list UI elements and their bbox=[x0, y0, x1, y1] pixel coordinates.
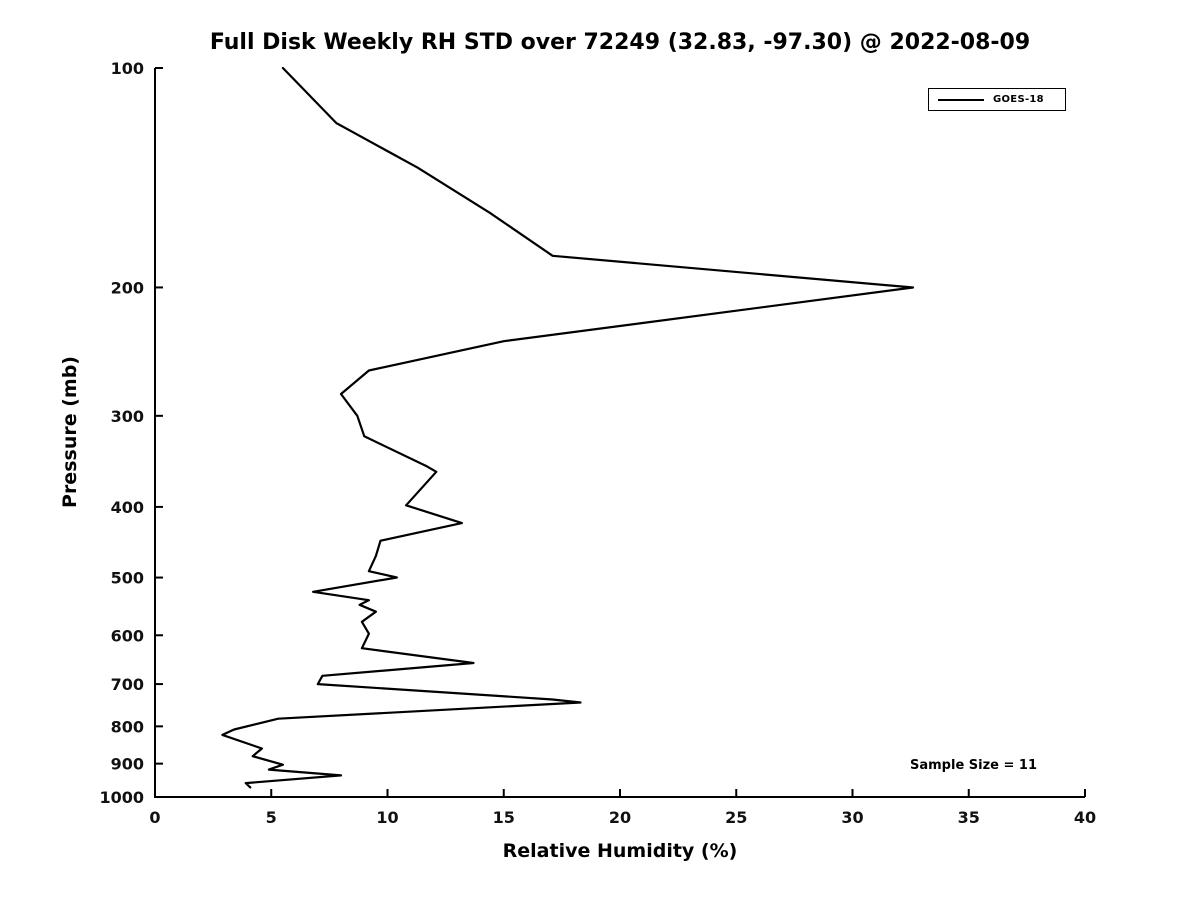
legend: GOES-18 bbox=[928, 88, 1066, 111]
y-tick-label: 200 bbox=[111, 278, 144, 297]
x-tick-label: 15 bbox=[493, 808, 515, 827]
y-tick-label: 900 bbox=[111, 755, 144, 774]
x-tick-label: 5 bbox=[266, 808, 277, 827]
y-tick-label: 500 bbox=[111, 569, 144, 588]
x-tick-label: 40 bbox=[1074, 808, 1096, 827]
legend-label: GOES-18 bbox=[993, 94, 1044, 105]
y-tick-label: 300 bbox=[111, 407, 144, 426]
y-tick-label: 400 bbox=[111, 498, 144, 517]
x-tick-label: 35 bbox=[958, 808, 980, 827]
sample-size-annotation: Sample Size = 11 bbox=[910, 758, 1038, 773]
y-tick-label: 600 bbox=[111, 626, 144, 645]
axis-spines bbox=[154, 68, 1085, 798]
x-tick-label: 25 bbox=[725, 808, 747, 827]
chart-title: Full Disk Weekly RH STD over 72249 (32.8… bbox=[209, 30, 1031, 55]
legend-line-sample bbox=[938, 98, 984, 101]
y-tick-label: 800 bbox=[111, 717, 144, 736]
y-tick-label: 100 bbox=[111, 59, 144, 78]
x-tick-label: 0 bbox=[149, 808, 160, 827]
x-tick-label: 10 bbox=[376, 808, 398, 827]
x-tick-label: 30 bbox=[841, 808, 863, 827]
y-tick-label: 700 bbox=[111, 675, 144, 694]
x-axis-label: Relative Humidity (%) bbox=[502, 840, 738, 862]
series-line-goes-18 bbox=[221, 66, 915, 789]
y-axis-label: Pressure (mb) bbox=[59, 356, 81, 508]
y-tick-label: 1000 bbox=[99, 788, 144, 807]
x-tick-label: 20 bbox=[609, 808, 631, 827]
